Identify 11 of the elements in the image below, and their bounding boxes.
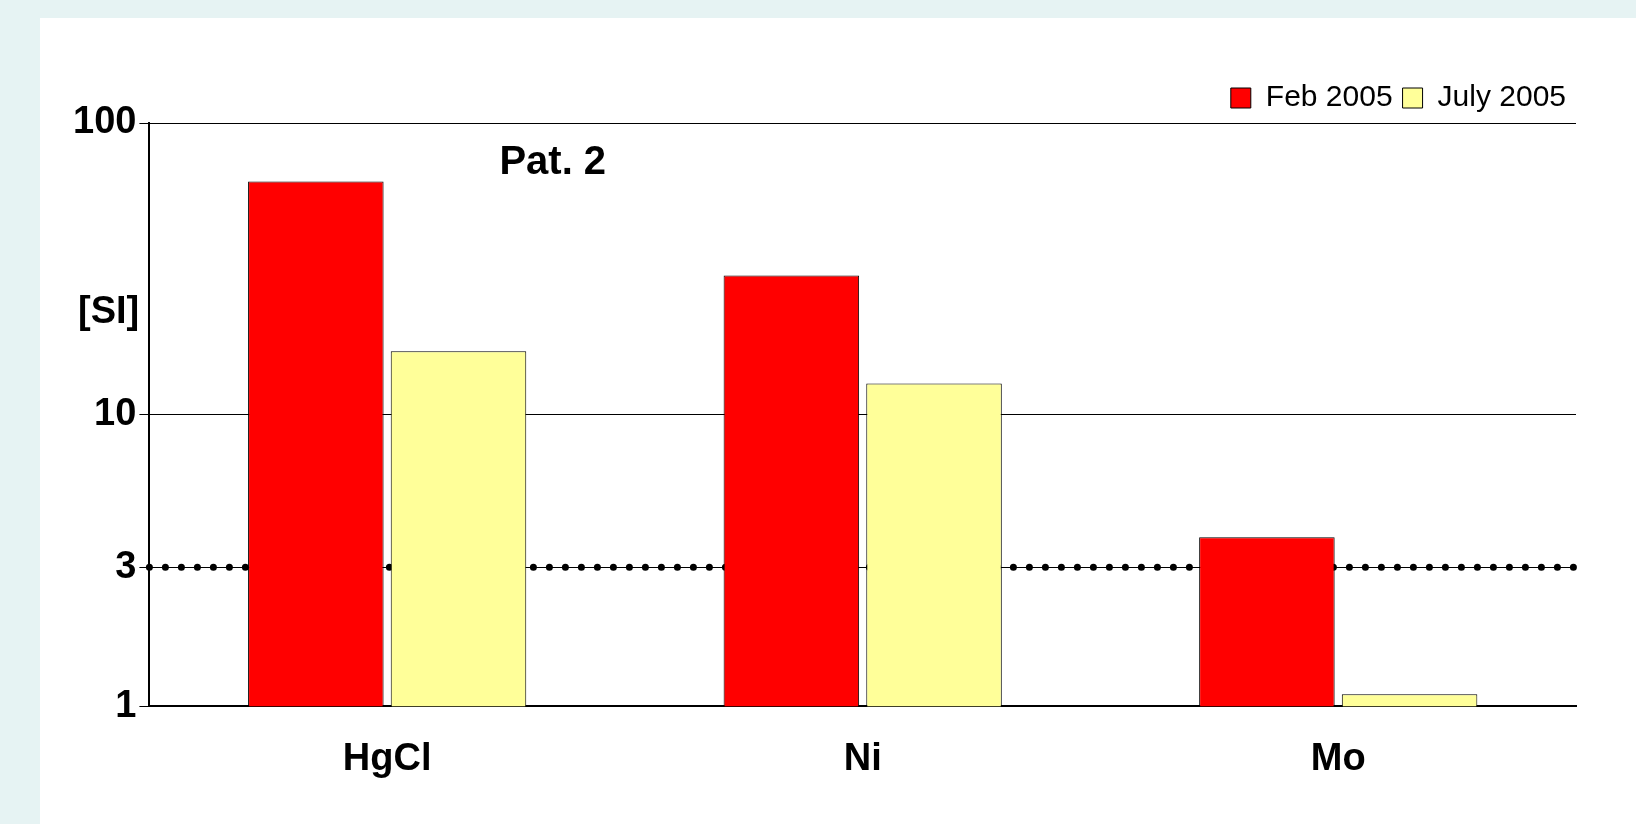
y-tick-label: 1 <box>115 682 137 725</box>
chart-title: Pat. 2 <box>499 138 607 183</box>
x-tick-label: Ni <box>843 735 882 778</box>
x-tick-label: HgCl <box>342 735 432 778</box>
y-tick-label: 3 <box>115 543 137 586</box>
x-tick-label: Mo <box>1310 735 1366 778</box>
legend-label: July 2005 <box>1437 79 1567 113</box>
y-tick-label: 10 <box>94 391 137 434</box>
y-axis-title: [SI] <box>78 289 140 332</box>
legend-label: Feb 2005 <box>1265 79 1393 113</box>
y-tick-label: 100 <box>73 99 137 142</box>
